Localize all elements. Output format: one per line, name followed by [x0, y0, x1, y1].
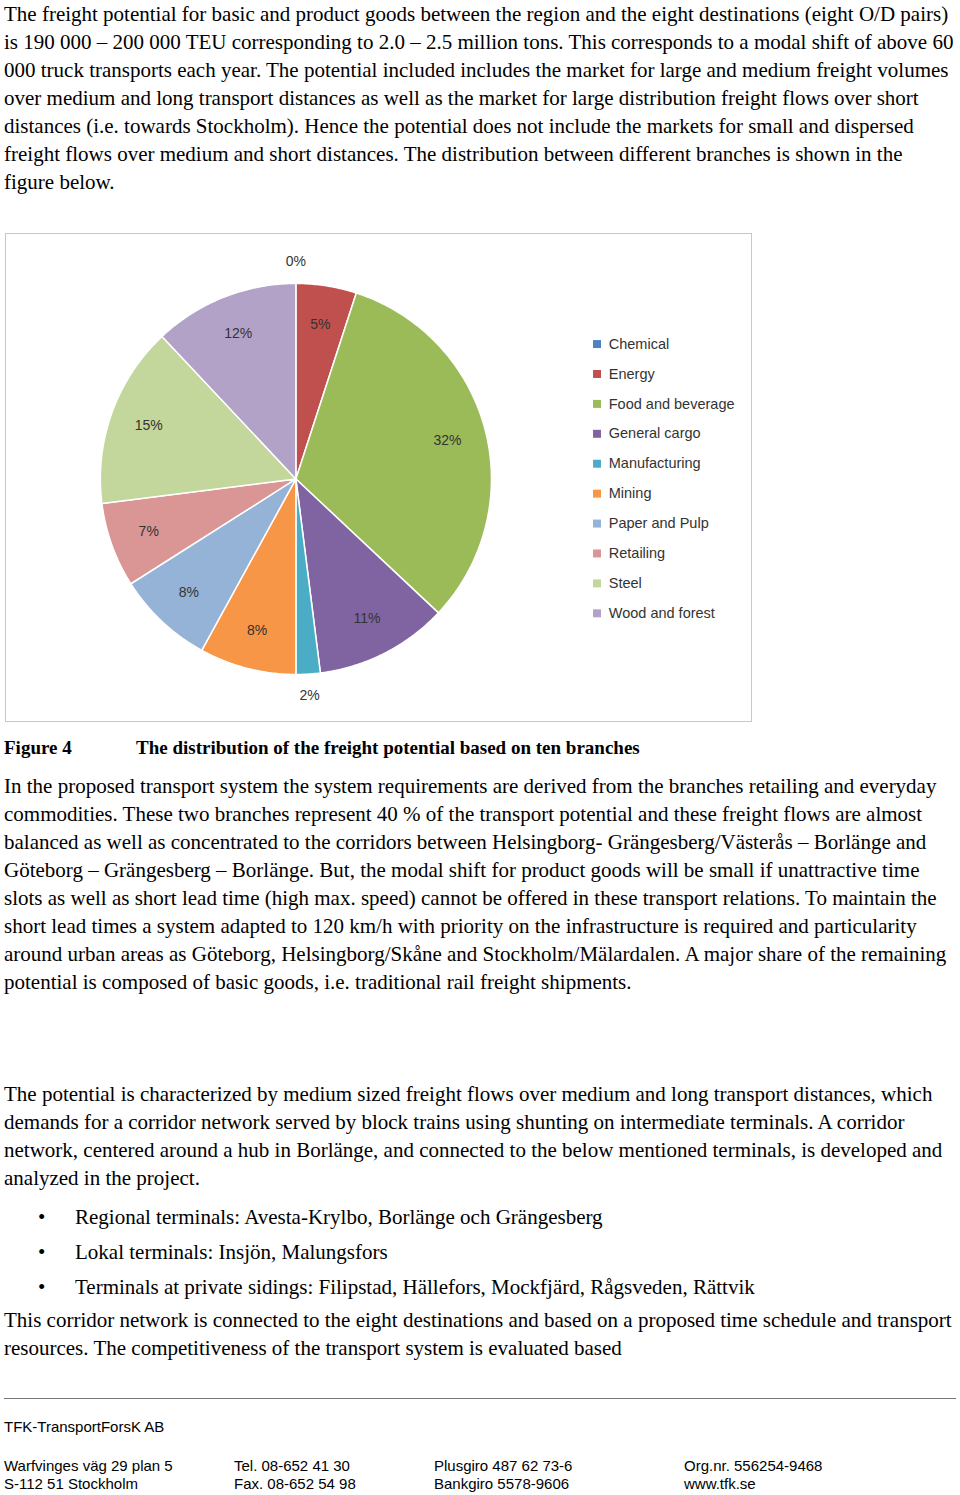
svg-text:32%: 32%: [433, 432, 461, 448]
svg-text:Chemical: Chemical: [609, 336, 669, 352]
svg-text:Mining: Mining: [609, 485, 652, 501]
svg-text:Paper and Pulp: Paper and Pulp: [609, 515, 709, 531]
svg-text:Retailing: Retailing: [609, 545, 665, 561]
html-text:www.tfk.se: www.tfk.se: [684, 1475, 756, 1492]
html-text:The potential is characterized: The potential is characterized by medium…: [4, 1082, 943, 1190]
svg-text:Steel: Steel: [609, 575, 642, 591]
svg-text:Food and beverage: Food and beverage: [609, 396, 735, 412]
svg-text:2%: 2%: [299, 687, 319, 703]
svg-text:5%: 5%: [310, 316, 330, 332]
html-text:Bankgiro 5578-9606: Bankgiro 5578-9606: [434, 1475, 570, 1492]
svg-text:12%: 12%: [224, 325, 252, 341]
html-text:The distribution of the freigh: The distribution of the freight potentia…: [136, 737, 640, 758]
svg-text:7%: 7%: [139, 523, 159, 539]
html-text:The freight potential for basi: The freight potential for basic and prod…: [4, 2, 954, 194]
html-text:Regional terminals: Avesta-Kry: Regional terminals: Avesta-Krylbo, Borlä…: [75, 1205, 603, 1229]
svg-text:0%: 0%: [286, 253, 306, 269]
html-text:S-112 51 Stockholm: S-112 51 Stockholm: [4, 1475, 138, 1492]
html-text:Figure 4: Figure 4: [4, 737, 72, 758]
svg-text:8%: 8%: [247, 622, 267, 638]
svg-text:Wood and forest: Wood and forest: [609, 605, 715, 621]
svg-text:11%: 11%: [353, 610, 380, 626]
html-text:Terminals at private sidings:: Terminals at private sidings: Filipstad,…: [75, 1275, 755, 1299]
svg-text:8%: 8%: [179, 584, 199, 600]
html-text:Plusgiro 487 62 73-6: Plusgiro 487 62 73-6: [434, 1457, 573, 1474]
html-text:Warfvinges väg 29 plan 5: Warfvinges väg 29 plan 5: [4, 1457, 173, 1474]
html-text:Fax. 08-652 54 98: Fax. 08-652 54 98: [234, 1475, 356, 1492]
svg-text:Energy: Energy: [609, 366, 656, 382]
html-text:Org.nr. 556254-9468: Org.nr. 556254-9468: [684, 1457, 823, 1474]
html-text:This corridor network is conne: This corridor network is connected to th…: [4, 1308, 952, 1360]
html-text:Tel. 08-652 41 30: Tel. 08-652 41 30: [234, 1457, 350, 1474]
svg-text:Manufacturing: Manufacturing: [609, 455, 701, 471]
svg-text:15%: 15%: [135, 417, 163, 433]
html-text:In the proposed transport syst: In the proposed transport system the sys…: [4, 774, 947, 994]
html-text:Lokal terminals: Insjön, Malun: Lokal terminals: Insjön, Malungsfors: [75, 1240, 388, 1264]
svg-text:General cargo: General cargo: [609, 425, 701, 441]
html-text:TFK-TransportForsK AB: TFK-TransportForsK AB: [4, 1418, 165, 1435]
